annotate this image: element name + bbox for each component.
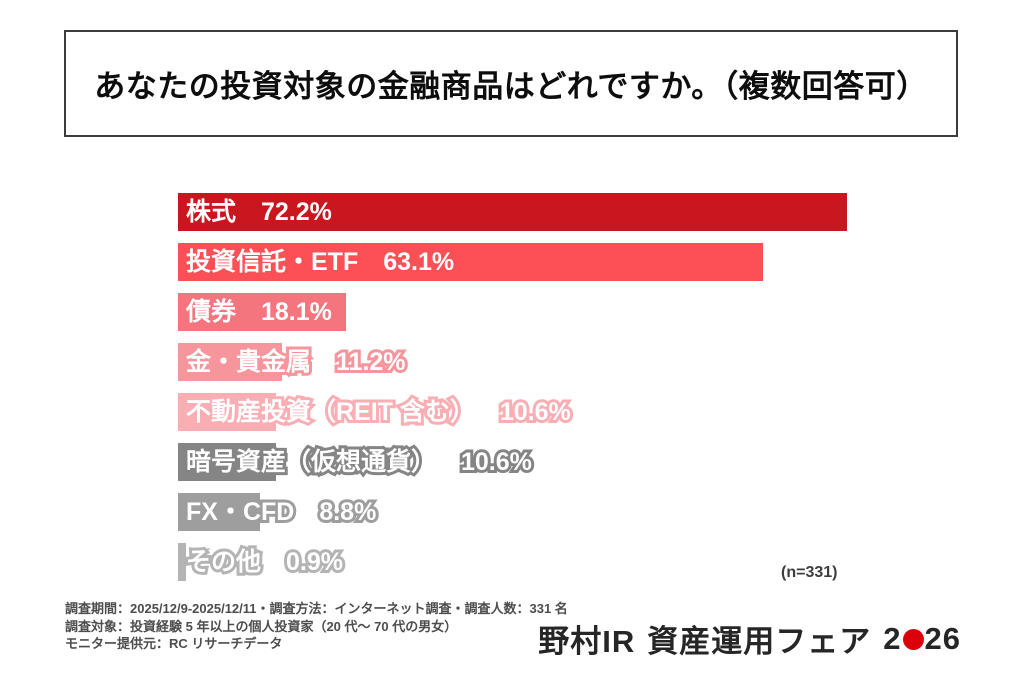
bar: [178, 193, 848, 231]
bar: [178, 243, 763, 281]
red-dot-icon: [902, 629, 924, 650]
bar-label-outline: 株式 72.2%: [183, 195, 335, 229]
bar-row: FX・CFD 8.8% FX・CFD 8.8%: [178, 493, 918, 531]
bar: [178, 493, 260, 531]
bar-label-text: 投資信託・ETF 63.1%: [186, 248, 455, 276]
bar-row: 不動産投資（REIT 含む） 10.6% 不動産投資（REIT 含む） 10.6…: [178, 393, 918, 431]
bar-label-text: 不動産投資（REIT 含む） 10.6%: [186, 398, 571, 426]
bar-label-text: 暗号資産（仮想通貨） 10.6%: [186, 448, 532, 476]
bar-label-outline: 金・貴金属 11.2%: [183, 345, 409, 379]
bar-label: 投資信託・ETF 63.1% 投資信託・ETF 63.1%: [183, 243, 457, 281]
bar-row: 金・貴金属 11.2% 金・貴金属 11.2%: [178, 343, 918, 381]
page-title: あなたの投資対象の金融商品はどれですか。（複数回答可）: [94, 69, 928, 104]
title-box: あなたの投資対象の金融商品はどれですか。（複数回答可）: [64, 30, 958, 137]
survey-footnotes: 調査期間：2025/12/9-2025/12/11・調査方法：インターネット調査…: [65, 600, 568, 653]
bar-chart: 株式 72.2% 株式 72.2% 投資信託・ETF 63.1% 投資信託・ET…: [178, 193, 918, 593]
bar: [178, 293, 346, 331]
sample-size-label: (n=331): [781, 564, 838, 581]
bar-label: 株式 72.2% 株式 72.2%: [183, 193, 335, 231]
bar-label: 債券 18.1% 債券 18.1%: [183, 293, 335, 331]
bar-label: 暗号資産（仮想通貨） 10.6% 暗号資産（仮想通貨） 10.6%: [183, 443, 535, 481]
bar-label-outline: 投資信託・ETF 63.1%: [183, 245, 457, 279]
logo-text-fair: 資産運用フェア: [647, 624, 872, 659]
bar-label-outline: 不動産投資（REIT 含む） 10.6%: [183, 395, 574, 429]
bar-label: 不動産投資（REIT 含む） 10.6% 不動産投資（REIT 含む） 10.6…: [183, 393, 574, 431]
bar-label-text: 株式 72.2%: [186, 198, 332, 226]
bar-label: 金・貴金属 11.2% 金・貴金属 11.2%: [183, 343, 409, 381]
bar: [178, 443, 277, 481]
bar-label-outline: FX・CFD 8.8%: [183, 495, 379, 529]
bar-label-text: FX・CFD 8.8%: [186, 498, 377, 526]
logo-text-nomura-ir: 野村IR: [538, 624, 636, 659]
bar-row: 債券 18.1% 債券 18.1%: [178, 293, 918, 331]
bar-label-text: その他 0.9%: [186, 548, 343, 576]
bar-row: 投資信託・ETF 63.1% 投資信託・ETF 63.1%: [178, 243, 918, 281]
footnote-monitor: モニター提供元：RC リサーチデータ: [65, 636, 283, 651]
logo-year-end: 26: [924, 620, 961, 656]
bar-row: 暗号資産（仮想通貨） 10.6% 暗号資産（仮想通貨） 10.6%: [178, 443, 918, 481]
bar-label-outline: 暗号資産（仮想通貨） 10.6%: [183, 445, 535, 479]
bar-label-text: 金・貴金属 11.2%: [186, 348, 406, 376]
bar-label: FX・CFD 8.8% FX・CFD 8.8%: [183, 493, 379, 531]
footnote-period: 調査期間：2025/12/9-2025/12/11・調査方法：インターネット調査…: [65, 601, 568, 616]
footnote-subjects: 調査対象：投資経験 5 年以上の個人投資家（20 代～ 70 代の男女）: [65, 618, 458, 634]
logo-year-start: 2: [883, 620, 902, 656]
bar-row: 株式 72.2% 株式 72.2%: [178, 193, 918, 231]
bar-label-text: 債券 18.1%: [186, 298, 332, 326]
bar-row: その他 0.9% その他 0.9%: [178, 543, 918, 581]
nomura-ir-logo: 野村IR 資産運用フェア 2 26: [538, 616, 961, 661]
bar: [178, 543, 187, 581]
bar-label: その他 0.9% その他 0.9%: [183, 543, 346, 581]
bar: [178, 393, 277, 431]
bar-label-outline: その他 0.9%: [183, 545, 346, 579]
bar-label-outline: 債券 18.1%: [183, 295, 335, 329]
bar: [178, 343, 282, 381]
